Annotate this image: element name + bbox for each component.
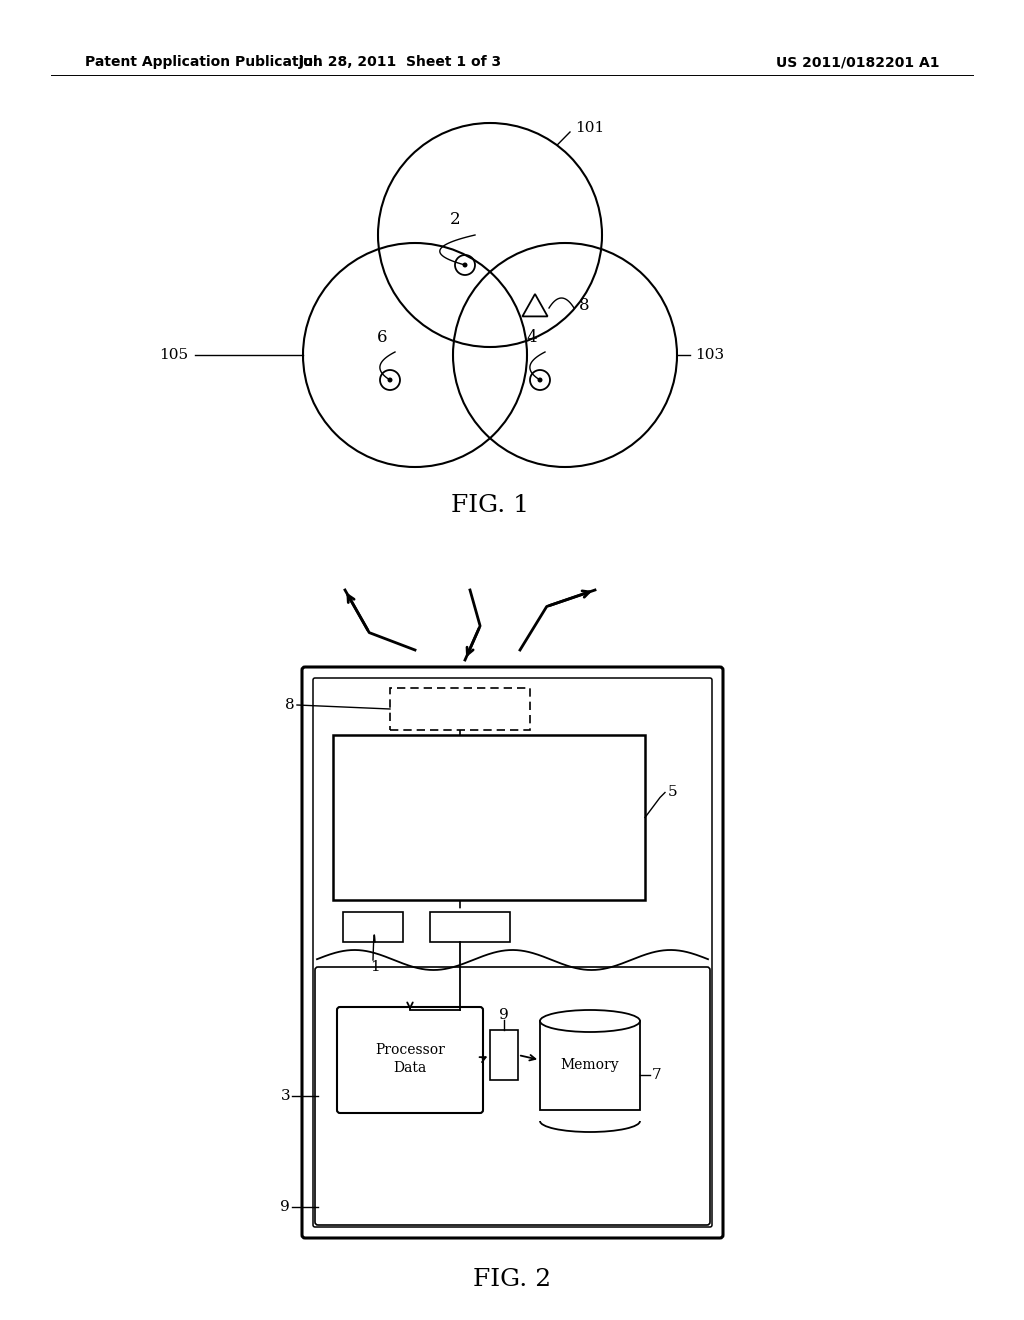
Text: 8: 8 [579,297,590,314]
Circle shape [387,378,392,383]
Text: FIG. 2: FIG. 2 [473,1269,551,1291]
Text: Data: Data [393,1061,427,1074]
Text: US 2011/0182201 A1: US 2011/0182201 A1 [776,55,940,69]
Bar [490,1030,518,1080]
Text: Processor: Processor [375,1043,445,1057]
Bar [430,912,510,942]
FancyBboxPatch shape [337,1007,483,1113]
Text: 105: 105 [159,348,188,362]
Circle shape [463,263,468,268]
Text: 8: 8 [286,698,295,711]
Text: Memory: Memory [561,1059,620,1072]
Text: 6: 6 [377,330,387,346]
Text: 3: 3 [281,1089,290,1104]
Text: 9: 9 [499,1008,509,1022]
Ellipse shape [540,1010,640,1032]
Text: 7: 7 [652,1068,662,1082]
Text: FIG. 1: FIG. 1 [451,494,529,516]
Bar [540,1020,640,1110]
Text: 1: 1 [370,960,380,974]
Text: Patent Application Publication: Patent Application Publication [85,55,323,69]
Circle shape [538,378,543,383]
Bar [390,688,530,730]
Text: 101: 101 [575,121,604,135]
Text: 103: 103 [695,348,724,362]
Text: Jul. 28, 2011  Sheet 1 of 3: Jul. 28, 2011 Sheet 1 of 3 [298,55,502,69]
Bar [343,912,403,942]
Bar [333,735,645,900]
Text: 4: 4 [526,330,538,346]
Text: 5: 5 [668,785,678,800]
Text: 9: 9 [281,1200,290,1214]
Text: 2: 2 [450,211,461,228]
